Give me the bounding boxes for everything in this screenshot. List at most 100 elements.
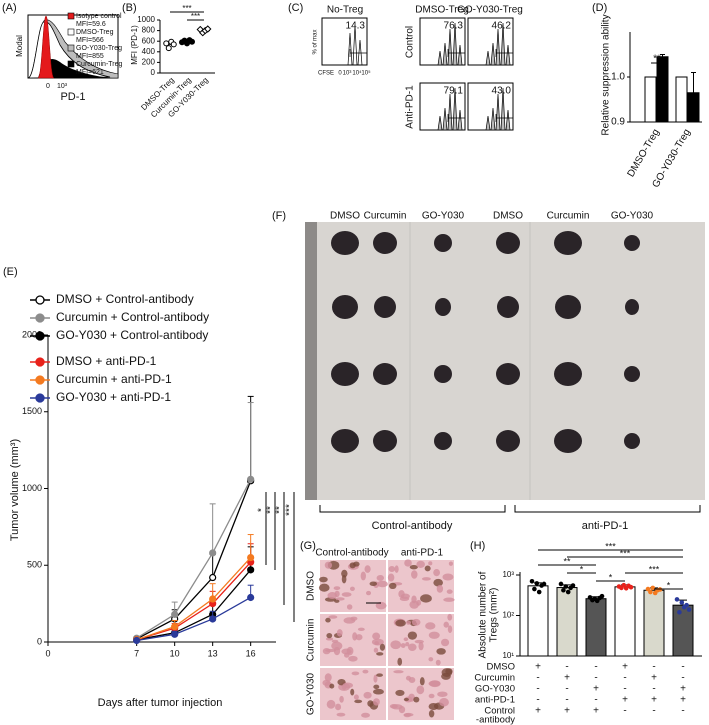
x-tick-label: 10³ — [57, 83, 68, 90]
y-tick-label: 0.9 — [611, 117, 625, 128]
panel-label: (G) — [300, 540, 316, 552]
legend-mfi: MFI=621 — [76, 69, 104, 76]
cell — [447, 625, 453, 634]
cell — [447, 613, 453, 621]
cell — [403, 697, 409, 702]
table-cell: - — [652, 706, 655, 717]
cell — [350, 616, 358, 621]
tumor — [497, 296, 519, 318]
table-row-label: GO-Y030 — [475, 684, 515, 695]
series-line — [136, 480, 252, 640]
cell — [344, 652, 350, 658]
point — [189, 38, 195, 45]
point — [532, 586, 537, 592]
panel-label: (D) — [592, 2, 607, 14]
legend-label: GO-Y030 + anti-PD-1 — [56, 390, 171, 404]
bracket — [514, 505, 701, 513]
panel-label: (C) — [288, 2, 303, 14]
table-cell: + — [593, 706, 599, 717]
cell — [374, 641, 379, 646]
column-label: Curcumin — [547, 211, 590, 222]
bar — [675, 76, 688, 123]
cell — [416, 560, 425, 568]
point — [684, 602, 689, 608]
significance-label: * — [609, 572, 613, 582]
legend-label: Curcumin + anti-PD-1 — [56, 372, 172, 386]
significance-label: ** — [275, 506, 286, 514]
column-label: DMSO — [493, 211, 523, 222]
y-axis-label: Absolute number of — [478, 571, 489, 658]
y-tick-label: 1500 — [22, 406, 42, 416]
gate-percentage: 14.3 — [346, 21, 366, 32]
cell — [318, 583, 330, 592]
x-tick-label: 10 — [170, 648, 180, 658]
cell — [325, 617, 331, 623]
bar — [644, 76, 657, 123]
cell — [387, 573, 395, 582]
cell — [341, 648, 352, 655]
bar — [656, 56, 669, 123]
series-line — [136, 478, 252, 639]
cell — [442, 573, 454, 581]
significance-label: *** — [191, 12, 200, 21]
cell — [441, 638, 450, 647]
y-tick-label: 400 — [142, 47, 156, 56]
x-tick-label: 7 — [134, 648, 139, 658]
cell — [341, 592, 352, 597]
y-axis-label: % of max — [313, 29, 319, 54]
table-row-label: DMSO — [487, 662, 516, 673]
series-line — [136, 561, 252, 641]
table-cell: - — [681, 706, 684, 717]
table-row-label: -antibody — [476, 715, 515, 725]
cell — [353, 694, 359, 700]
x-tick-label: 13 — [208, 648, 218, 658]
table-cell: + — [593, 684, 599, 695]
cell — [439, 698, 449, 707]
cell — [334, 599, 340, 603]
point — [209, 615, 217, 623]
x-tick-label: 0 — [338, 71, 342, 77]
point — [170, 41, 177, 48]
y-axis-label: Tregs (mm²) — [489, 588, 500, 643]
y-axis-label: Tumor volume (mm³) — [9, 439, 21, 541]
x-tick-label: 10⁴ — [352, 70, 362, 77]
cell — [428, 631, 440, 639]
cell — [416, 685, 425, 695]
cell — [375, 601, 387, 610]
histogram — [322, 24, 367, 66]
tumor — [434, 365, 452, 383]
cell — [437, 691, 448, 697]
point — [650, 585, 656, 591]
y-axis-label: Relative suppression ability — [601, 14, 612, 135]
x-axis-label: PD-1 — [60, 91, 85, 103]
legend-marker — [35, 331, 45, 341]
cell — [369, 581, 378, 587]
column-label: GO-Y030-Treg — [457, 5, 523, 16]
legend-marker — [35, 357, 45, 367]
significance-label: ** — [653, 54, 661, 65]
tumor — [554, 429, 582, 453]
cell — [319, 576, 328, 583]
legend-swatch — [67, 12, 75, 20]
point — [536, 589, 542, 595]
cell — [441, 672, 451, 680]
column-label: DMSO-Treg — [415, 5, 469, 16]
cell — [428, 709, 435, 718]
cell — [393, 670, 404, 674]
legend-label: DMSO + anti-PD-1 — [56, 354, 157, 368]
table-cell: - — [594, 673, 597, 684]
legend-label: DMSO-Treg — [76, 29, 114, 36]
significance-label: *** — [285, 504, 296, 516]
row-label: Anti-PD-1 — [405, 85, 416, 129]
bar — [643, 589, 665, 657]
y-tick-label: 2000 — [22, 329, 42, 339]
cell — [335, 703, 342, 711]
tumor — [373, 232, 397, 254]
cell — [349, 562, 356, 569]
tumor — [332, 295, 358, 319]
cell — [394, 565, 399, 573]
y-tick-label: 10¹ — [502, 651, 514, 660]
panel-label: (B) — [122, 2, 137, 14]
point — [674, 597, 680, 602]
